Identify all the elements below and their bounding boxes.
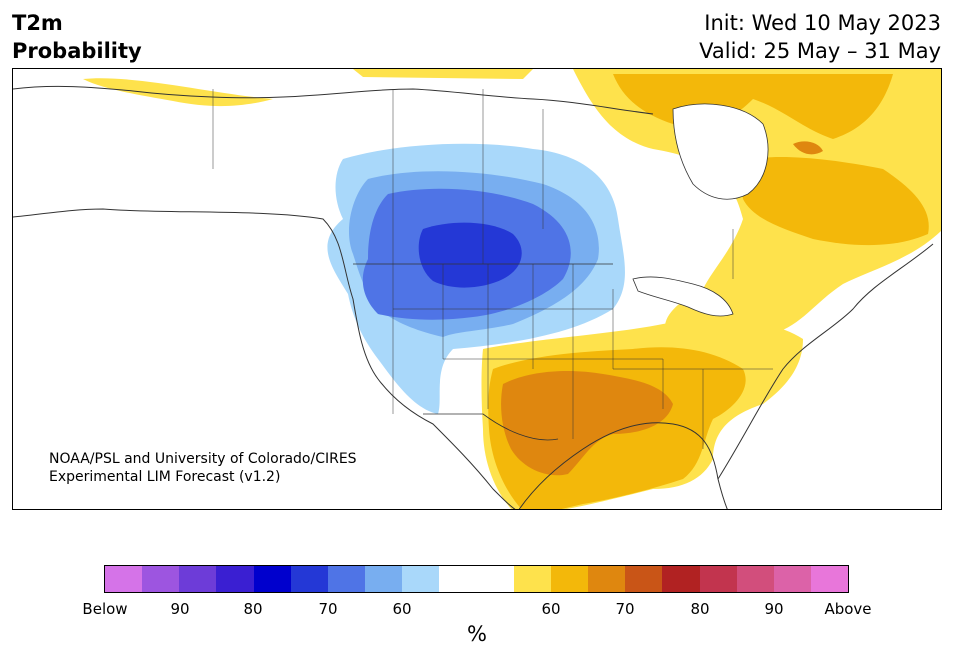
colorbar-segment xyxy=(513,566,551,592)
colorbar-tick-label: Below xyxy=(82,600,128,618)
map-canvas xyxy=(13,69,941,509)
colorbar-segment xyxy=(142,566,180,592)
above-60-region-arctic xyxy=(83,78,273,107)
colorbar-segment xyxy=(179,566,217,592)
colorbar-segment xyxy=(253,566,291,592)
map-title: T2m Probability xyxy=(12,9,142,65)
colorbar-segment xyxy=(439,566,477,592)
colorbar-segment xyxy=(662,566,700,592)
colorbar-segment xyxy=(625,566,663,592)
us-mexico-border xyxy=(423,413,559,441)
below-80-region-montana xyxy=(418,222,522,288)
gulf-coastline xyxy=(518,422,728,509)
province-lines xyxy=(212,89,734,279)
colorbar-segment xyxy=(365,566,403,592)
credit-line1: NOAA/PSL and University of Colorado/CIRE… xyxy=(49,451,357,467)
colorbar-segment xyxy=(476,566,514,592)
colorbar-segment xyxy=(810,566,849,592)
colorbar-tick-label: Above xyxy=(824,600,872,618)
forecast-dates: Init: Wed 10 May 2023 Valid: 25 May – 31… xyxy=(699,9,941,65)
colorbar-segment xyxy=(699,566,737,592)
above-60-region-north xyxy=(353,69,533,79)
title-type: Probability xyxy=(12,39,142,63)
colorbar-segment xyxy=(216,566,254,592)
colorbar-tick-label: 70 xyxy=(615,600,635,618)
above-70-region-texas xyxy=(501,371,673,476)
colorbar-tick-label: 80 xyxy=(690,600,710,618)
colorbar-segment xyxy=(550,566,589,592)
colorbar-segment xyxy=(588,566,626,592)
great-lakes xyxy=(632,276,734,317)
north-america-map xyxy=(12,68,942,510)
colorbar-segment xyxy=(105,566,143,592)
title-variable: T2m xyxy=(12,11,63,35)
colorbar-tick-label: 60 xyxy=(392,600,412,618)
colorbar xyxy=(104,565,849,593)
above-65-region-quebec xyxy=(742,157,929,246)
colorbar-tick-label: 90 xyxy=(170,600,190,618)
colorbar-segment xyxy=(402,566,440,592)
init-date: Init: Wed 10 May 2023 xyxy=(704,11,941,35)
arctic-coastline xyxy=(13,85,654,115)
hudson-bay xyxy=(672,103,769,200)
colorbar-segment xyxy=(773,566,811,592)
above-70-region-hudson xyxy=(793,141,823,155)
colorbar-segment xyxy=(290,566,328,592)
colorbar-unit: % xyxy=(467,622,487,646)
colorbar-tick-label: 60 xyxy=(541,600,561,618)
east-coastline xyxy=(717,243,934,480)
credit-line2: Experimental LIM Forecast (v1.2) xyxy=(49,469,281,485)
valid-period: Valid: 25 May – 31 May xyxy=(699,39,941,63)
colorbar-tick-label: 70 xyxy=(318,600,338,618)
colorbar-tick-label: 90 xyxy=(764,600,784,618)
colorbar-segment xyxy=(736,566,774,592)
colorbar-segment xyxy=(327,566,366,592)
state-lines xyxy=(392,264,773,449)
west-coastline xyxy=(13,208,516,509)
map-credit: NOAA/PSL and University of Colorado/CIRE… xyxy=(49,450,357,486)
colorbar-tick-label: 80 xyxy=(243,600,263,618)
